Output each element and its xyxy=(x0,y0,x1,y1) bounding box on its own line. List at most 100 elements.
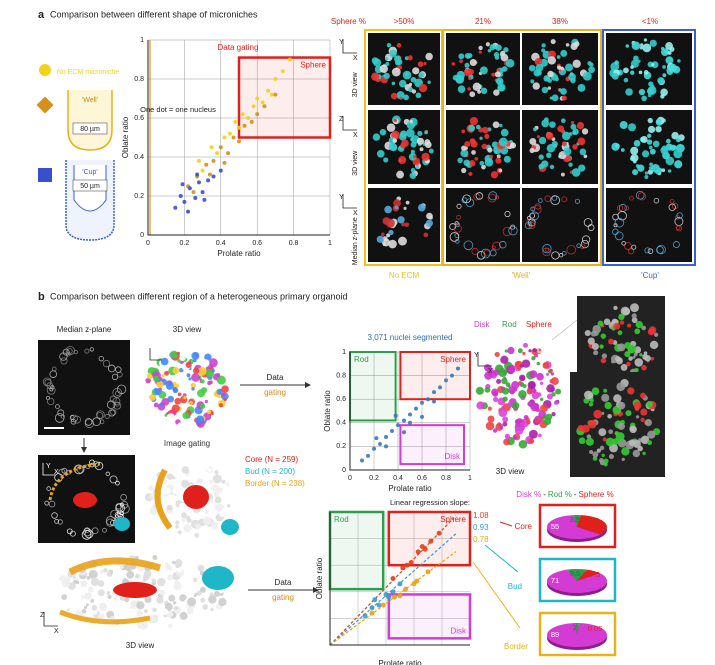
data-point xyxy=(204,162,209,167)
nucleus xyxy=(543,75,550,82)
nucleus xyxy=(628,439,636,447)
nucleus xyxy=(398,236,407,246)
nucleus xyxy=(179,354,186,362)
nucleus xyxy=(153,516,160,524)
nucleus xyxy=(538,163,545,170)
data-point xyxy=(202,197,207,202)
data-point xyxy=(215,151,220,156)
y-axis-label: Oblate ratio xyxy=(315,557,324,599)
nucleus xyxy=(179,611,188,620)
regression-line xyxy=(329,551,457,646)
nucleus xyxy=(156,380,164,389)
data-point xyxy=(273,77,278,81)
nucleus xyxy=(604,401,612,410)
nucleus xyxy=(175,520,180,525)
nucleus xyxy=(487,48,492,53)
nucleus xyxy=(637,445,643,452)
bud-region xyxy=(202,566,234,590)
nucleus xyxy=(650,356,655,361)
border-region xyxy=(59,609,151,625)
axes-icon xyxy=(342,39,357,54)
data-point xyxy=(266,88,271,93)
nucleus xyxy=(89,347,94,352)
nucleus xyxy=(539,397,544,401)
nucleus xyxy=(98,602,108,612)
nucleus xyxy=(401,222,406,227)
data-point xyxy=(207,172,212,177)
nucleus xyxy=(536,135,540,139)
nucleus xyxy=(543,417,552,426)
nucleus xyxy=(643,38,648,42)
nucleus xyxy=(592,456,598,461)
nucleus xyxy=(474,156,479,161)
data-point xyxy=(237,125,241,130)
nucleus xyxy=(514,426,524,435)
data-point xyxy=(209,145,214,150)
nucleus xyxy=(508,226,518,236)
data-point xyxy=(251,104,256,109)
nucleus xyxy=(149,381,155,387)
nucleus xyxy=(644,175,649,180)
nucleus xyxy=(560,129,565,134)
nucleus xyxy=(504,349,508,353)
nucleus xyxy=(630,146,639,155)
axis xyxy=(329,512,470,646)
nucleus xyxy=(96,410,105,420)
nucleus xyxy=(221,385,229,393)
nucleus xyxy=(537,392,542,397)
nucleus xyxy=(143,570,152,579)
nucleus xyxy=(169,350,178,359)
nucleus xyxy=(388,239,397,249)
image-header: Sphere % xyxy=(331,17,366,26)
nucleus xyxy=(641,325,646,331)
nucleus xyxy=(97,589,105,597)
nucleus xyxy=(174,580,180,585)
image-caption: 3D view xyxy=(126,641,155,650)
nucleus xyxy=(661,145,668,152)
nucleus xyxy=(208,358,218,368)
nucleus xyxy=(655,118,662,125)
nucleus xyxy=(626,361,631,367)
nucleus xyxy=(550,377,559,385)
nucleus xyxy=(613,305,618,311)
nucleus xyxy=(570,77,576,84)
nucleus xyxy=(212,474,222,484)
nucleus xyxy=(550,38,556,45)
nucleus xyxy=(410,167,416,173)
nucleus xyxy=(641,95,647,102)
arrow-label: Data xyxy=(275,578,292,587)
nucleus xyxy=(583,154,588,159)
nucleus xyxy=(558,88,562,92)
nucleus xyxy=(630,70,635,75)
nucleus xyxy=(631,317,638,324)
nucleus xyxy=(616,357,623,365)
nucleus xyxy=(218,403,223,408)
nucleus xyxy=(107,594,112,599)
nucleus xyxy=(502,396,508,402)
y-axis-label: Oblate ratio xyxy=(323,390,332,432)
nucleus xyxy=(613,322,621,330)
nucleus xyxy=(589,62,594,67)
nucleus xyxy=(176,351,180,356)
core-region xyxy=(183,485,209,509)
nucleus xyxy=(409,119,413,124)
nucleus xyxy=(383,72,390,80)
nucleus xyxy=(478,45,483,51)
nucleus xyxy=(644,418,652,427)
nucleus xyxy=(468,124,475,132)
nucleus xyxy=(185,361,192,368)
nucleus xyxy=(181,512,187,518)
y-tick-label: 0.6 xyxy=(336,396,346,403)
nucleus xyxy=(665,42,674,50)
nucleus xyxy=(204,509,209,515)
nucleus xyxy=(152,555,158,561)
nucleus xyxy=(178,502,187,511)
separator: - xyxy=(543,490,546,499)
nucleus xyxy=(417,61,424,68)
nucleus xyxy=(173,492,177,497)
nucleus xyxy=(110,409,117,416)
nucleus xyxy=(478,50,482,54)
nucleus xyxy=(454,239,460,244)
nucleus xyxy=(611,72,619,80)
nucleus xyxy=(545,132,554,140)
